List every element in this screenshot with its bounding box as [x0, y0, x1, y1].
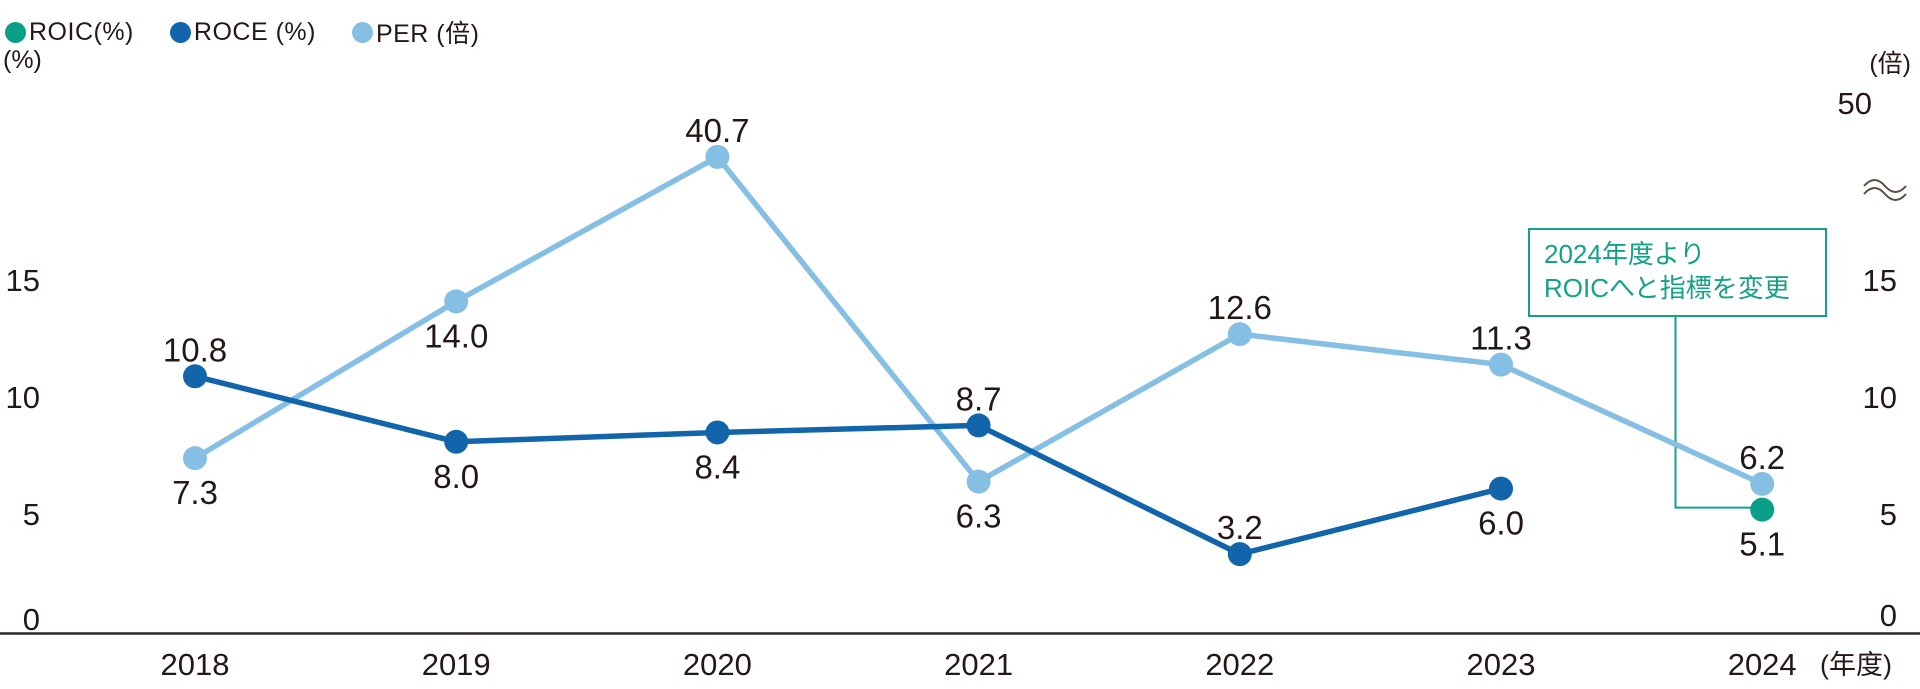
x-tick-2023: 2023 [1467, 647, 1536, 682]
data-point-roce-2018 [183, 364, 207, 389]
annotation-box: 2024年度より ROICへと指標を変更 [1528, 228, 1827, 317]
y-tick-right-top: 50 [1838, 86, 1872, 121]
data-point-per-2019 [444, 289, 469, 314]
legend-dot-icon [351, 21, 373, 43]
y-tick-left-0: 0 [23, 602, 40, 637]
x-tick-2020: 2020 [683, 647, 752, 682]
legend: ROIC(%) ROCE (%) PER (倍) [5, 14, 479, 50]
value-label-per-2019: 14.0 [424, 317, 488, 354]
x-axis-unit-label: (年度) [1820, 650, 1892, 680]
value-label-roce-2022: 3.2 [1217, 509, 1263, 546]
x-tick-2021: 2021 [944, 647, 1013, 682]
annotation-line1: 2024年度より [1544, 239, 1706, 269]
value-label-roce-2020: 8.4 [694, 448, 740, 485]
y-tick-left-15: 15 [6, 263, 40, 298]
data-point-per-2022 [1227, 322, 1252, 347]
value-label-per-2024: 6.2 [1739, 439, 1785, 476]
value-label-per-2021: 6.3 [956, 498, 1002, 535]
legend-item-roce: ROCE (%) [169, 17, 316, 47]
y-tick-right-5: 5 [1880, 497, 1897, 532]
y-tick-left-10: 10 [6, 380, 40, 415]
data-point-per-2018 [183, 446, 207, 471]
x-tick-2018: 2018 [161, 647, 230, 682]
value-label-roce-2019: 8.0 [433, 458, 479, 495]
right-axis-unit-label: (倍) [1869, 50, 1911, 78]
data-point-roic-2024 [1750, 497, 1775, 522]
data-point-roce-2022 [1227, 542, 1252, 567]
value-label-roce-2021: 8.7 [956, 380, 1002, 417]
value-label-roic-2024: 5.1 [1739, 526, 1785, 563]
data-point-roce-2019 [444, 429, 469, 454]
legend-item-label: ROCE (%) [193, 17, 316, 46]
x-tick-2019: 2019 [422, 647, 491, 682]
annotation-line2: ROICへと指標を変更 [1544, 273, 1790, 303]
legend-dot-icon [5, 21, 26, 43]
annotation-connector [1674, 317, 1754, 509]
data-point-roce-2020 [705, 420, 730, 445]
y-tick-right-10: 10 [1863, 380, 1897, 415]
legend-item-label: ROIC(%) [29, 17, 134, 46]
axis-break-icon [1863, 187, 1907, 201]
x-tick-2024: 2024 [1728, 647, 1797, 682]
value-label-roce-2018: 10.8 [163, 331, 227, 368]
y-tick-right-0: 0 [1880, 598, 1897, 633]
value-label-per-2018: 7.3 [172, 474, 218, 511]
data-point-roce-2023 [1489, 476, 1513, 501]
data-point-per-2024 [1750, 471, 1775, 496]
left-axis-unit-label: (%) [3, 46, 42, 74]
data-point-roce-2021 [966, 413, 991, 438]
y-tick-left-5: 5 [23, 497, 40, 532]
legend-item-label: PER (倍) [375, 20, 480, 48]
value-label-per-2023: 11.3 [1470, 320, 1532, 357]
value-label-per-2020: 40.7 [685, 112, 749, 149]
series-line-roce [194, 373, 1502, 557]
value-label-per-2022: 12.6 [1208, 289, 1272, 326]
y-tick-right-15: 15 [1863, 263, 1897, 298]
axis-break-icon [1863, 179, 1907, 193]
legend-item-roic: ROIC(%) [5, 18, 134, 47]
data-point-per-2020 [705, 144, 730, 169]
data-point-per-2021 [966, 469, 991, 494]
data-point-per-2023 [1489, 352, 1513, 377]
legend-dot-icon [169, 21, 191, 43]
legend-item-per: PER (倍) [351, 14, 480, 50]
x-tick-2022: 2022 [1205, 647, 1274, 682]
value-label-roce-2023: 6.0 [1478, 505, 1524, 542]
